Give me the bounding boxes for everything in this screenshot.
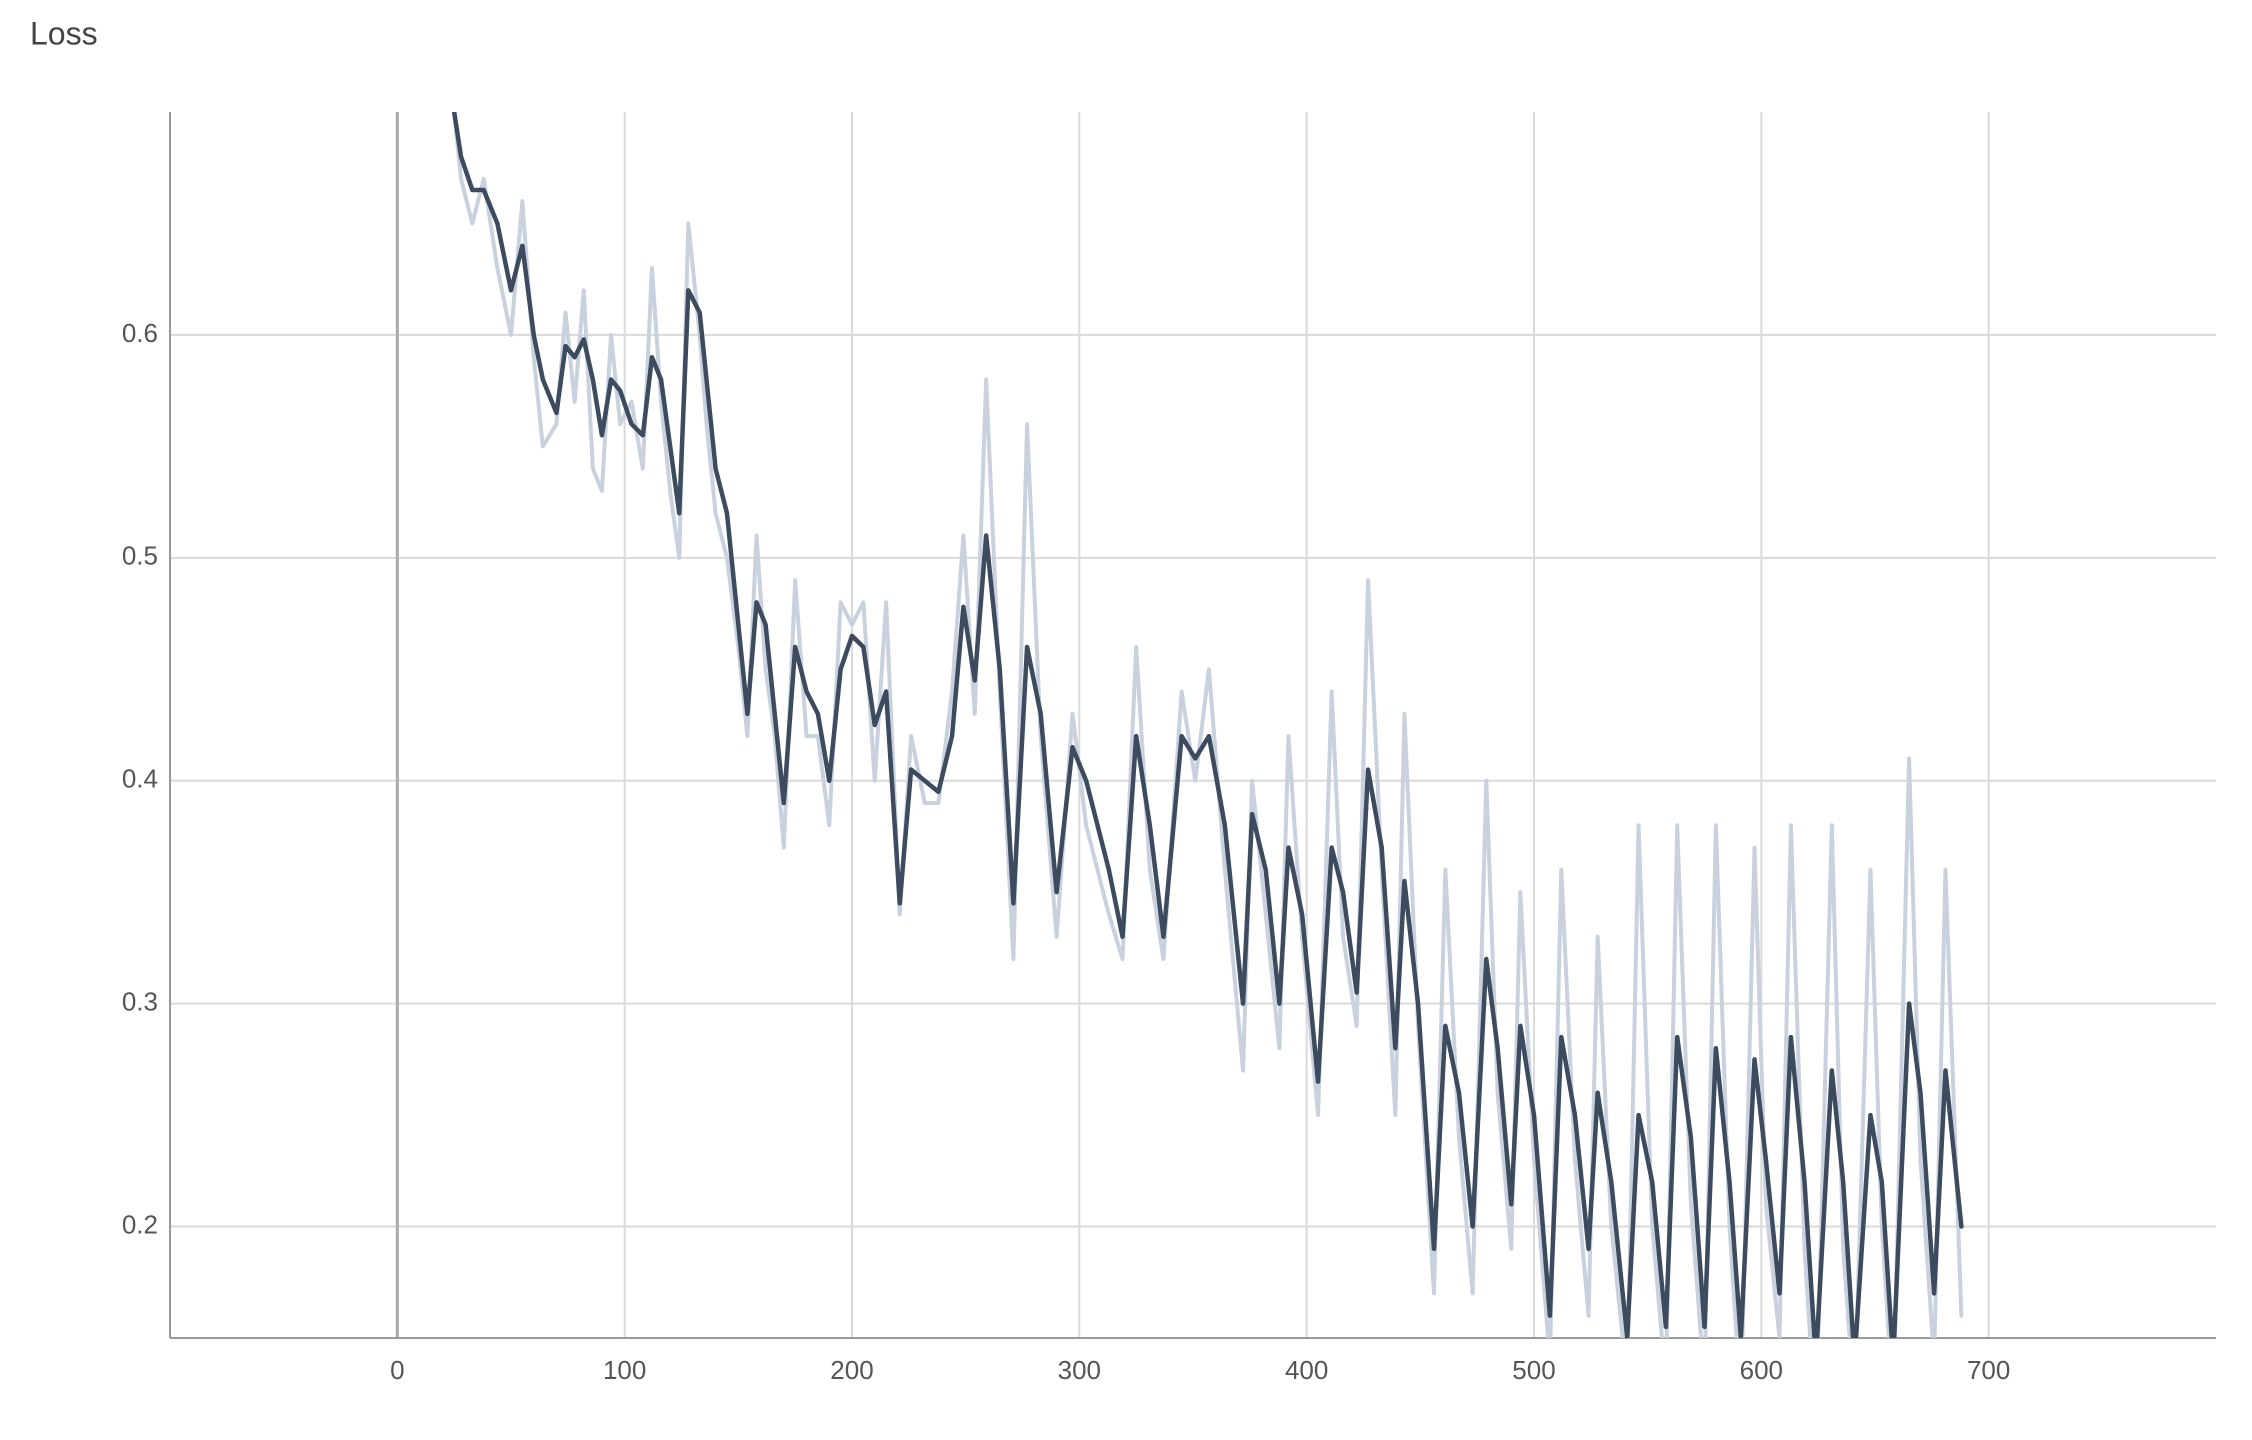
x-tick-label: 300 (1058, 1355, 1101, 1385)
grid (170, 112, 2216, 1338)
x-tick-label: 700 (1967, 1355, 2010, 1385)
y-tick-label: 0.4 (122, 764, 158, 794)
y-tick-label: 0.5 (122, 541, 158, 571)
x-tick-label: 100 (603, 1355, 646, 1385)
y-tick-label: 0.2 (122, 1209, 158, 1239)
x-tick-label: 400 (1285, 1355, 1328, 1385)
x-tick-label: 600 (1740, 1355, 1783, 1385)
plot-area (451, 112, 1964, 1338)
x-tick-label: 500 (1512, 1355, 1555, 1385)
series-line (452, 112, 1964, 1338)
tick-labels: 0.2 0.3 0.4 0.5 0.6 0 100 200 300 400 500 600 700 (122, 318, 2011, 1385)
x-tick-label: 200 (830, 1355, 873, 1385)
y-tick-label: 0.3 (122, 987, 158, 1017)
chart-title: Loss (30, 15, 98, 51)
series-line (451, 112, 1964, 1338)
x-tick-label: 0 (390, 1355, 404, 1385)
y-tick-label: 0.6 (122, 318, 158, 348)
